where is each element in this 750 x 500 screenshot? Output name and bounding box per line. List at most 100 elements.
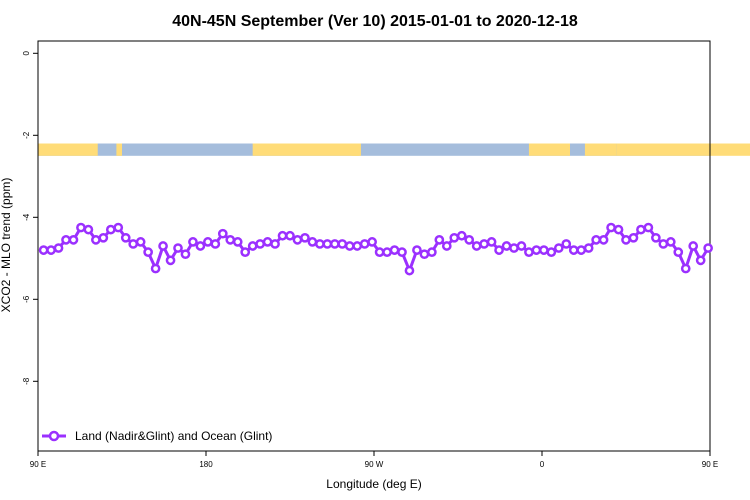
data-point <box>434 235 445 245</box>
data-point <box>568 245 579 255</box>
data-point <box>397 247 407 257</box>
x-tick-label: 180 <box>199 460 213 469</box>
data-point <box>636 224 646 235</box>
y-tick-label: 0 <box>22 51 31 56</box>
data-point <box>98 232 109 243</box>
data-point <box>613 224 624 235</box>
data-point <box>516 241 527 251</box>
data-point <box>382 247 392 257</box>
x-tick-label: 0 <box>540 460 545 469</box>
data-point <box>419 249 430 260</box>
x-tick-label: 90 E <box>30 460 46 469</box>
data-point <box>292 235 303 245</box>
data-point <box>180 249 191 260</box>
x-tick-label: 90 W <box>365 460 384 469</box>
data-point <box>270 239 280 249</box>
data-point <box>695 255 706 266</box>
data-point <box>150 263 161 274</box>
data-point <box>464 235 475 245</box>
data-point <box>404 265 415 276</box>
data-point <box>203 237 213 247</box>
data-point <box>531 245 542 255</box>
data-point <box>38 245 49 255</box>
data-point <box>83 224 94 235</box>
x-tick-label: 90 E <box>702 460 718 469</box>
data-point <box>247 241 258 251</box>
land-segment <box>116 143 122 156</box>
data-point <box>165 255 176 266</box>
series-line <box>43 226 710 273</box>
data-point <box>412 245 422 255</box>
data-point <box>539 245 549 255</box>
data-point <box>598 235 609 245</box>
data-point <box>374 247 385 257</box>
y-tick-label: -6 <box>22 295 31 303</box>
data-point <box>217 228 228 239</box>
data-point <box>105 224 116 235</box>
y-axis-label: XCO2 - MLO trend (ppm) <box>0 178 13 313</box>
chart-title: 40N-45N September (Ver 10) 2015-01-01 to… <box>172 13 578 30</box>
data-point <box>135 237 146 247</box>
data-point <box>53 243 64 253</box>
y-tick-label: -8 <box>22 377 31 385</box>
axes: 90 E 180 90 W 0 90 E 0 -2 -4 -6 -8 <box>22 51 718 469</box>
data-point <box>285 230 295 241</box>
data-point <box>255 239 265 249</box>
data-point <box>621 235 631 245</box>
data-point <box>546 247 557 257</box>
legend: Land (Nadir&Glint) and Ocean (Glint) <box>42 429 272 443</box>
data-point <box>91 235 101 245</box>
data-point <box>61 235 71 245</box>
data-point <box>113 222 124 233</box>
data-point <box>344 241 355 251</box>
data-point <box>352 241 363 251</box>
data-point <box>471 241 482 251</box>
data-point <box>315 239 325 249</box>
data-point <box>277 230 288 241</box>
data-point <box>591 235 601 245</box>
data-point <box>225 235 236 245</box>
data-point <box>359 239 370 249</box>
data-point <box>628 232 639 243</box>
data-point <box>665 237 676 247</box>
data-point <box>307 237 318 247</box>
data-point <box>606 222 616 233</box>
x-axis-label: Longitude (deg E) <box>326 477 421 491</box>
data-point <box>501 241 512 251</box>
land-segment <box>616 143 750 156</box>
data-point <box>680 263 691 274</box>
data-point <box>76 222 86 233</box>
legend-label: Land (Nadir&Glint) and Ocean (Glint) <box>75 429 272 443</box>
data-point <box>479 239 489 249</box>
data-point <box>195 241 206 251</box>
y-tick-label: -2 <box>22 131 31 139</box>
data-point <box>173 243 183 253</box>
data-point <box>561 239 572 249</box>
data-point <box>46 245 56 255</box>
data-point <box>449 232 460 243</box>
land-segment <box>351 143 361 156</box>
data-point <box>494 245 504 255</box>
data-point <box>337 239 348 249</box>
data-point <box>300 232 310 243</box>
data-point <box>427 247 437 257</box>
data-point <box>68 235 79 245</box>
data-point <box>486 237 497 247</box>
data-point <box>389 245 400 255</box>
land-segment <box>38 143 98 156</box>
data-point <box>329 239 340 249</box>
data-point <box>658 239 669 249</box>
data-point <box>240 247 251 257</box>
data-point <box>232 237 243 247</box>
data-point <box>524 247 534 257</box>
legend-marker <box>48 430 60 442</box>
series-layer <box>38 222 713 276</box>
data-point <box>143 247 153 257</box>
data-point <box>673 247 684 257</box>
data-point <box>441 241 452 251</box>
data-point <box>367 237 377 247</box>
data-point <box>322 239 333 249</box>
data-point <box>703 243 713 253</box>
data-point <box>583 243 594 253</box>
